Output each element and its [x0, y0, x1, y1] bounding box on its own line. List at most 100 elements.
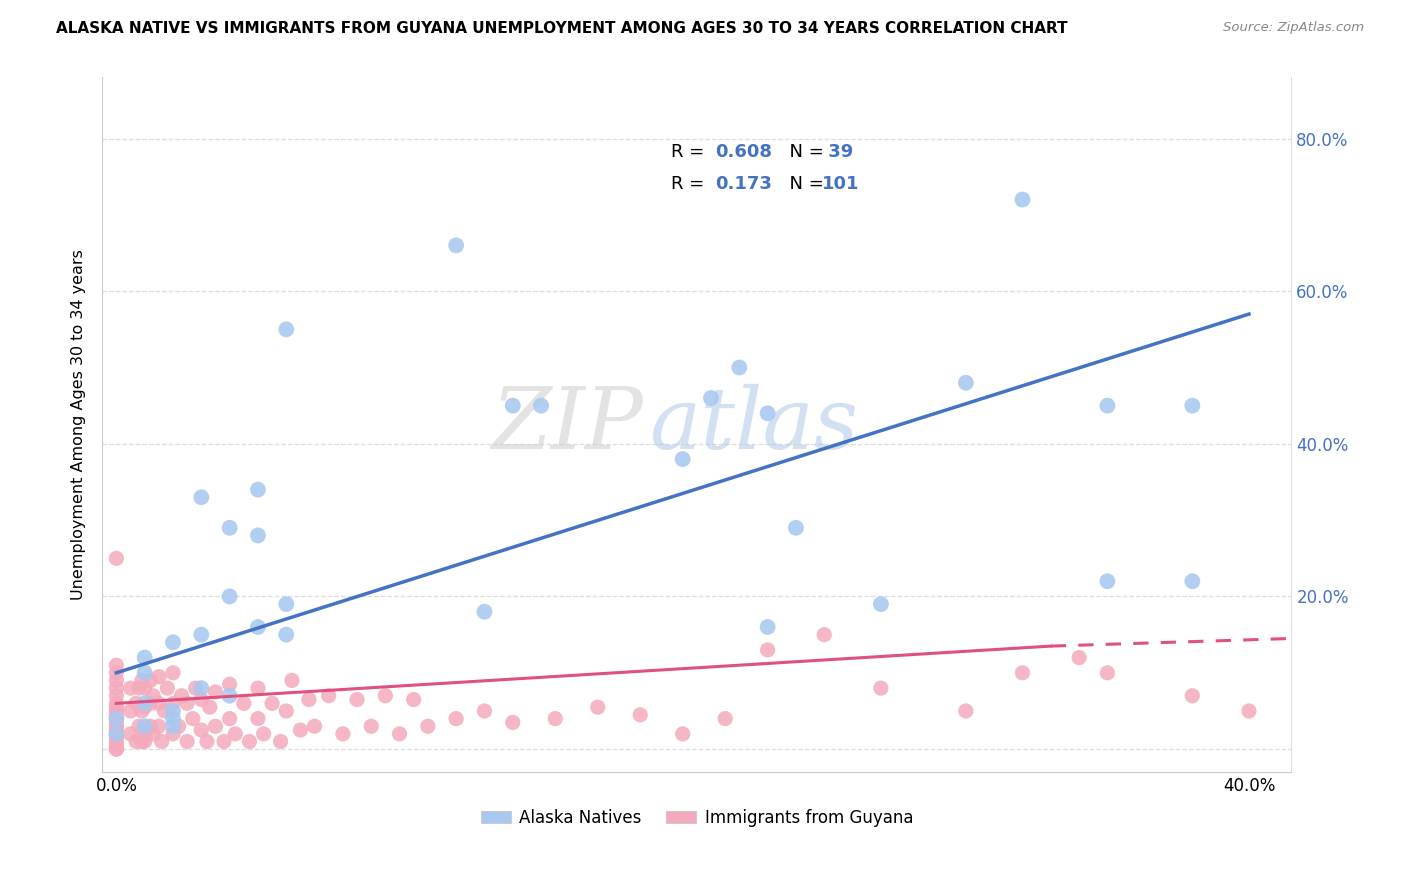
Text: R =: R =: [671, 144, 710, 161]
Point: [142, 727, 165, 741]
Point: [190, 490, 212, 504]
Point: [105, 742, 128, 756]
Point: [139, 697, 162, 711]
Point: [586, 700, 609, 714]
Point: [474, 605, 496, 619]
Point: [190, 681, 212, 695]
Point: [105, 707, 128, 722]
Text: Source: ZipAtlas.com: Source: ZipAtlas.com: [1223, 21, 1364, 34]
Point: [756, 620, 779, 634]
Point: [218, 677, 240, 691]
Point: [148, 719, 170, 733]
Text: N =: N =: [778, 175, 830, 193]
Point: [134, 719, 156, 733]
Point: [105, 712, 128, 726]
Point: [131, 704, 153, 718]
Point: [246, 712, 269, 726]
Point: [181, 712, 204, 726]
Point: [153, 704, 176, 718]
Point: [105, 715, 128, 730]
Point: [700, 391, 723, 405]
Point: [105, 681, 128, 695]
Point: [105, 658, 128, 673]
Point: [252, 727, 274, 741]
Point: [218, 689, 240, 703]
Point: [162, 719, 184, 733]
Point: [131, 734, 153, 748]
Point: [162, 635, 184, 649]
Point: [156, 681, 179, 695]
Point: [134, 650, 156, 665]
Point: [756, 643, 779, 657]
Point: [105, 697, 128, 711]
Point: [276, 322, 298, 336]
Point: [870, 597, 893, 611]
Point: [162, 665, 184, 680]
Point: [105, 723, 128, 737]
Point: [955, 376, 977, 390]
Point: [128, 681, 150, 695]
Point: [190, 692, 212, 706]
Point: [162, 697, 184, 711]
Point: [218, 521, 240, 535]
Point: [870, 681, 893, 695]
Point: [474, 704, 496, 718]
Point: [176, 734, 198, 748]
Point: [204, 719, 226, 733]
Point: [134, 665, 156, 680]
Point: [276, 597, 298, 611]
Point: [224, 727, 246, 741]
Point: [162, 712, 184, 726]
Point: [785, 521, 807, 535]
Point: [246, 681, 269, 695]
Point: [416, 719, 439, 733]
Point: [170, 689, 193, 703]
Point: [246, 620, 269, 634]
Point: [1097, 399, 1119, 413]
Point: [298, 692, 321, 706]
Text: R =: R =: [671, 175, 716, 193]
Point: [139, 719, 162, 733]
Point: [184, 681, 207, 695]
Point: [276, 704, 298, 718]
Point: [388, 727, 411, 741]
Text: 39: 39: [821, 144, 853, 161]
Point: [444, 238, 467, 252]
Point: [276, 627, 298, 641]
Point: [105, 665, 128, 680]
Point: [1067, 650, 1090, 665]
Point: [105, 742, 128, 756]
Y-axis label: Unemployment Among Ages 30 to 34 years: Unemployment Among Ages 30 to 34 years: [72, 249, 86, 600]
Text: ALASKA NATIVE VS IMMIGRANTS FROM GUYANA UNEMPLOYMENT AMONG AGES 30 TO 34 YEARS C: ALASKA NATIVE VS IMMIGRANTS FROM GUYANA …: [56, 21, 1069, 36]
Point: [134, 681, 156, 695]
Point: [304, 719, 326, 733]
Point: [1097, 665, 1119, 680]
Point: [218, 590, 240, 604]
Text: atlas: atlas: [650, 384, 859, 467]
Point: [232, 697, 254, 711]
Point: [318, 689, 340, 703]
Point: [198, 700, 221, 714]
Point: [212, 734, 235, 748]
Point: [530, 399, 553, 413]
Point: [728, 360, 751, 375]
Point: [270, 734, 292, 748]
Point: [190, 627, 212, 641]
Point: [125, 734, 148, 748]
Point: [105, 739, 128, 753]
Point: [190, 723, 212, 737]
Point: [628, 707, 651, 722]
Point: [105, 727, 128, 741]
Point: [134, 734, 156, 748]
Point: [346, 692, 368, 706]
Point: [360, 719, 382, 733]
Point: [150, 734, 173, 748]
Point: [120, 704, 142, 718]
Point: [120, 727, 142, 741]
Text: 0.608: 0.608: [714, 144, 772, 161]
Point: [756, 406, 779, 420]
Point: [131, 673, 153, 688]
Point: [246, 483, 269, 497]
Point: [134, 697, 156, 711]
Point: [167, 719, 190, 733]
